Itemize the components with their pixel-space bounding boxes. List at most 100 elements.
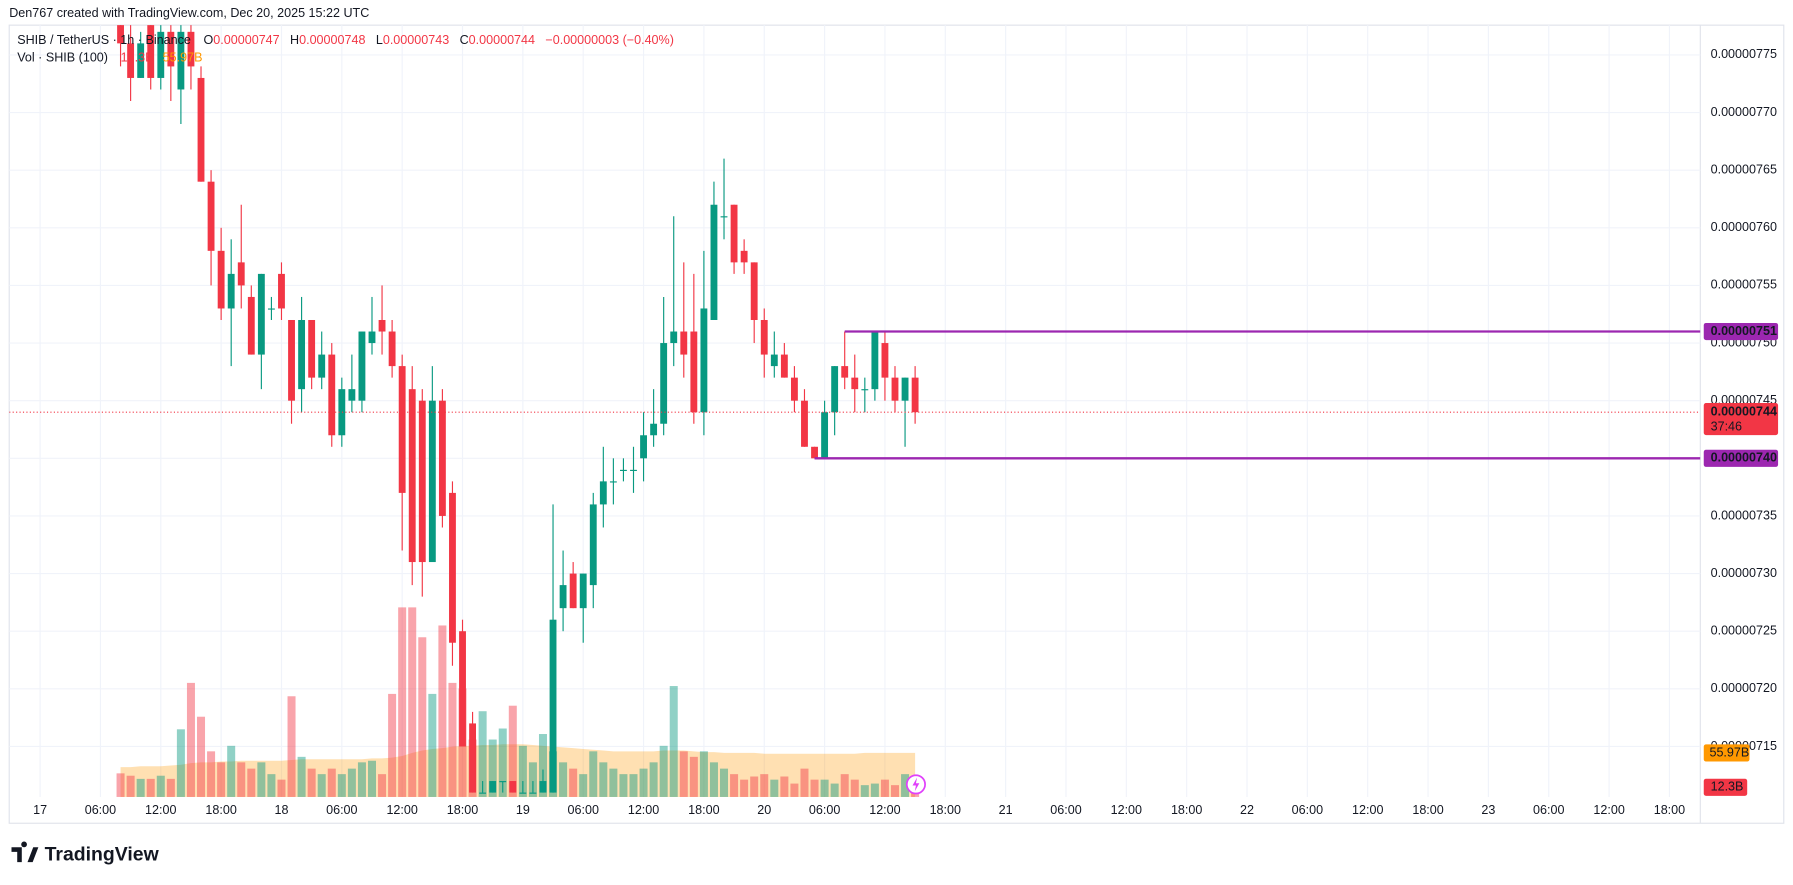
volume-bar — [287, 696, 296, 797]
candle-body — [579, 573, 587, 609]
volume-bar — [599, 762, 608, 797]
candle-body — [308, 319, 316, 378]
legend-low: 0.00000743 — [383, 33, 449, 47]
volume-bar — [217, 762, 226, 797]
x-tick-label: 18:00 — [688, 803, 719, 817]
candle-body — [489, 781, 497, 793]
candle-body — [549, 619, 557, 793]
volume-bar — [890, 785, 899, 797]
candle-body — [469, 723, 477, 793]
candle-body — [217, 250, 225, 309]
volume-bar — [709, 762, 718, 797]
volume-bar — [528, 762, 537, 797]
x-tick-label: 06:00 — [1050, 803, 1081, 817]
volume-bar — [659, 745, 668, 797]
volume-bar — [559, 762, 568, 797]
candle-body — [167, 31, 175, 67]
candle-body — [750, 262, 758, 320]
volume-bar — [186, 682, 195, 797]
candle-body — [348, 389, 356, 401]
candle-body — [730, 204, 738, 263]
x-tick-label: 12:00 — [628, 803, 659, 817]
candle-body — [569, 573, 577, 609]
volume-bar — [156, 775, 165, 797]
x-tick-label: 19 — [516, 803, 530, 817]
volume-bar — [116, 773, 125, 797]
volume-bar — [629, 774, 638, 797]
volume-bar — [689, 756, 698, 797]
replay-icon-bolt — [912, 777, 920, 792]
x-tick-label: 23 — [1481, 803, 1495, 817]
candle-body — [509, 781, 517, 793]
volume-bar — [267, 774, 276, 797]
volume-bar — [518, 745, 527, 797]
candle-body — [499, 781, 507, 783]
volume-bar — [398, 607, 407, 797]
candle-body — [680, 331, 688, 355]
volume-bar — [166, 778, 175, 797]
volume-bar — [780, 776, 789, 797]
volume-bar — [237, 762, 246, 797]
x-tick-label: 18:00 — [1171, 803, 1202, 817]
volume-bar — [418, 637, 427, 797]
candle-body — [690, 331, 698, 413]
candle-body — [670, 331, 678, 344]
candle-body — [780, 354, 788, 378]
candle-body — [267, 308, 275, 310]
y-tick-label: 0.00000735 — [1711, 508, 1777, 522]
x-tick-label: 22 — [1240, 803, 1254, 817]
candle-body — [861, 389, 869, 391]
volume-bar — [277, 779, 286, 797]
x-tick-label: 18:00 — [447, 803, 478, 817]
candle-body — [428, 400, 436, 563]
volume-bar — [860, 785, 869, 797]
volume-bar — [740, 779, 749, 797]
candle-body — [157, 31, 165, 78]
volume-bar — [589, 751, 598, 797]
volume-bar — [327, 768, 336, 797]
candle-body — [650, 423, 658, 436]
candle-body — [831, 366, 839, 413]
volume-bar — [478, 711, 487, 797]
volume-bar — [790, 783, 799, 797]
candle-body — [117, 25, 124, 44]
volume-bar — [730, 774, 739, 797]
y-tick-label: 0.00000760 — [1711, 220, 1777, 234]
candle-body — [911, 377, 919, 413]
candle-body — [247, 296, 255, 355]
candle-body — [459, 631, 466, 747]
y-tick-label: 0.00000725 — [1711, 624, 1777, 638]
x-tick-label: 18:00 — [930, 803, 961, 817]
candle-body — [368, 331, 376, 344]
candle-body — [388, 331, 396, 367]
candle-body — [358, 331, 366, 401]
volume-bar — [227, 745, 236, 797]
volume-bar — [448, 682, 457, 797]
candle-body — [901, 377, 909, 401]
candle-body — [398, 366, 406, 493]
legend-h-letter: H — [290, 33, 299, 47]
candle-body — [700, 308, 708, 413]
last-price-box — [1703, 403, 1779, 436]
volume-bar — [850, 779, 859, 797]
y-tick-label: 0.00000755 — [1711, 278, 1777, 292]
candle-body — [519, 792, 527, 794]
volume-label-box — [1703, 778, 1748, 796]
footer-brand: TradingView — [45, 843, 160, 865]
candle-body — [378, 319, 386, 332]
candle-body — [620, 469, 627, 471]
candle-body — [811, 446, 818, 459]
x-tick-label: 18:00 — [1412, 803, 1443, 817]
x-tick-label: 12:00 — [1111, 803, 1142, 817]
candle-body — [801, 400, 808, 447]
volume-bar — [428, 693, 437, 797]
x-tick-label: 06:00 — [1292, 803, 1323, 817]
volume-bar — [699, 751, 708, 797]
x-tick-label: 17 — [33, 803, 47, 817]
volume-bar — [830, 783, 839, 797]
volume-bar — [378, 774, 387, 797]
volume-bar — [367, 760, 376, 797]
legend-main: SHIB / TetherUS · 1h · Binance O0.000007… — [17, 33, 674, 47]
volume-bar — [800, 768, 809, 797]
